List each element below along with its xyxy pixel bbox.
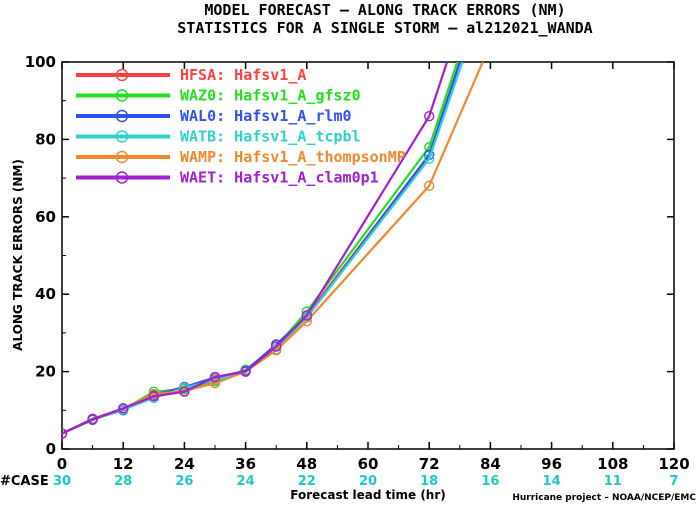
case-count-row: #CASE 30 28 26 24 22 20 18 16 14 11 7 bbox=[0, 474, 679, 489]
case-count: 26 bbox=[175, 474, 193, 489]
y-tick-label: 100 bbox=[25, 53, 56, 71]
legend-label: WAZ0: Hafsv1_A_gfsz0 bbox=[180, 87, 361, 105]
y-tick-label: 20 bbox=[35, 363, 56, 381]
case-count: 16 bbox=[481, 474, 499, 489]
case-count: 18 bbox=[420, 474, 438, 489]
series-point bbox=[179, 386, 190, 397]
credit-text: Hurricane project – NOAA/NCEP/EMC bbox=[512, 493, 696, 503]
y-tick-label: 40 bbox=[35, 285, 56, 303]
case-label: #CASE bbox=[0, 474, 49, 489]
x-axis: 0 12 24 36 48 60 72 84 96 108 120 bbox=[57, 62, 690, 473]
y-axis-label: ALONG TRACK ERRORS (NM) bbox=[11, 159, 25, 351]
y-axis: 0 20 40 60 80 100 bbox=[25, 53, 674, 458]
series-point bbox=[209, 378, 221, 389]
legend: HFSA: Hafsv1_A WAZ0: Hafsv1_A_gfsz0 WAL0: … bbox=[76, 66, 406, 187]
series-point bbox=[209, 371, 221, 383]
legend-label: WAMP: Hafsv1_A_thompsonMP bbox=[180, 148, 406, 166]
x-tick-label: 120 bbox=[658, 455, 689, 473]
series-point bbox=[271, 341, 282, 352]
case-count: 14 bbox=[543, 474, 561, 489]
series-layer bbox=[62, 62, 484, 439]
legend-label: WAET: Hafsv1_A_clam0p1 bbox=[180, 169, 379, 187]
series-point bbox=[301, 310, 312, 321]
legend-label: WAL0: Hafsv1_A_rlm0 bbox=[180, 107, 352, 125]
x-tick-label: 12 bbox=[113, 455, 134, 473]
chart-subtitle: STATISTICS FOR A SINGLE STORM – al212021… bbox=[177, 19, 592, 37]
series-point bbox=[87, 414, 98, 425]
case-count: 30 bbox=[53, 474, 71, 489]
legend-marker bbox=[115, 68, 129, 82]
series-point bbox=[424, 153, 435, 164]
chart-title: MODEL FORECAST – ALONG TRACK ERRORS (NM) bbox=[204, 1, 565, 19]
y-tick-label: 80 bbox=[35, 130, 56, 148]
case-count: 7 bbox=[669, 474, 678, 489]
series-point bbox=[424, 110, 435, 122]
x-tick-label: 84 bbox=[480, 455, 501, 473]
legend-marker bbox=[115, 109, 129, 123]
x-axis-label: Forecast lead time (hr) bbox=[290, 488, 446, 502]
series-point bbox=[62, 428, 68, 439]
x-tick-label: 48 bbox=[296, 455, 317, 473]
x-tick-label: 96 bbox=[541, 455, 562, 473]
legend-label: HFSA: Hafsv1_A bbox=[180, 66, 306, 84]
legend-label: WATB: Hafsv1_A_tcpbl bbox=[180, 128, 361, 146]
series-5 bbox=[62, 62, 449, 439]
series-point bbox=[117, 403, 129, 414]
legend-marker bbox=[115, 150, 129, 164]
x-tick-label: 108 bbox=[597, 455, 628, 473]
case-count: 11 bbox=[604, 474, 622, 489]
legend-marker bbox=[115, 171, 129, 184]
case-count: 20 bbox=[359, 474, 377, 489]
x-tick-label: 0 bbox=[57, 455, 67, 473]
legend-marker bbox=[115, 89, 129, 102]
x-tick-label: 60 bbox=[358, 455, 379, 473]
series-line bbox=[62, 62, 449, 435]
x-tick-label: 72 bbox=[419, 455, 440, 473]
series-point bbox=[240, 366, 251, 377]
case-count: 24 bbox=[237, 474, 255, 489]
x-tick-label: 24 bbox=[174, 455, 195, 473]
series-point bbox=[424, 180, 435, 192]
case-count: 22 bbox=[298, 474, 316, 489]
case-count: 28 bbox=[114, 474, 132, 489]
series-point bbox=[148, 391, 160, 402]
y-tick-label: 0 bbox=[46, 440, 56, 458]
legend-marker bbox=[115, 130, 129, 143]
y-tick-label: 60 bbox=[35, 208, 56, 226]
x-tick-label: 36 bbox=[235, 455, 256, 473]
